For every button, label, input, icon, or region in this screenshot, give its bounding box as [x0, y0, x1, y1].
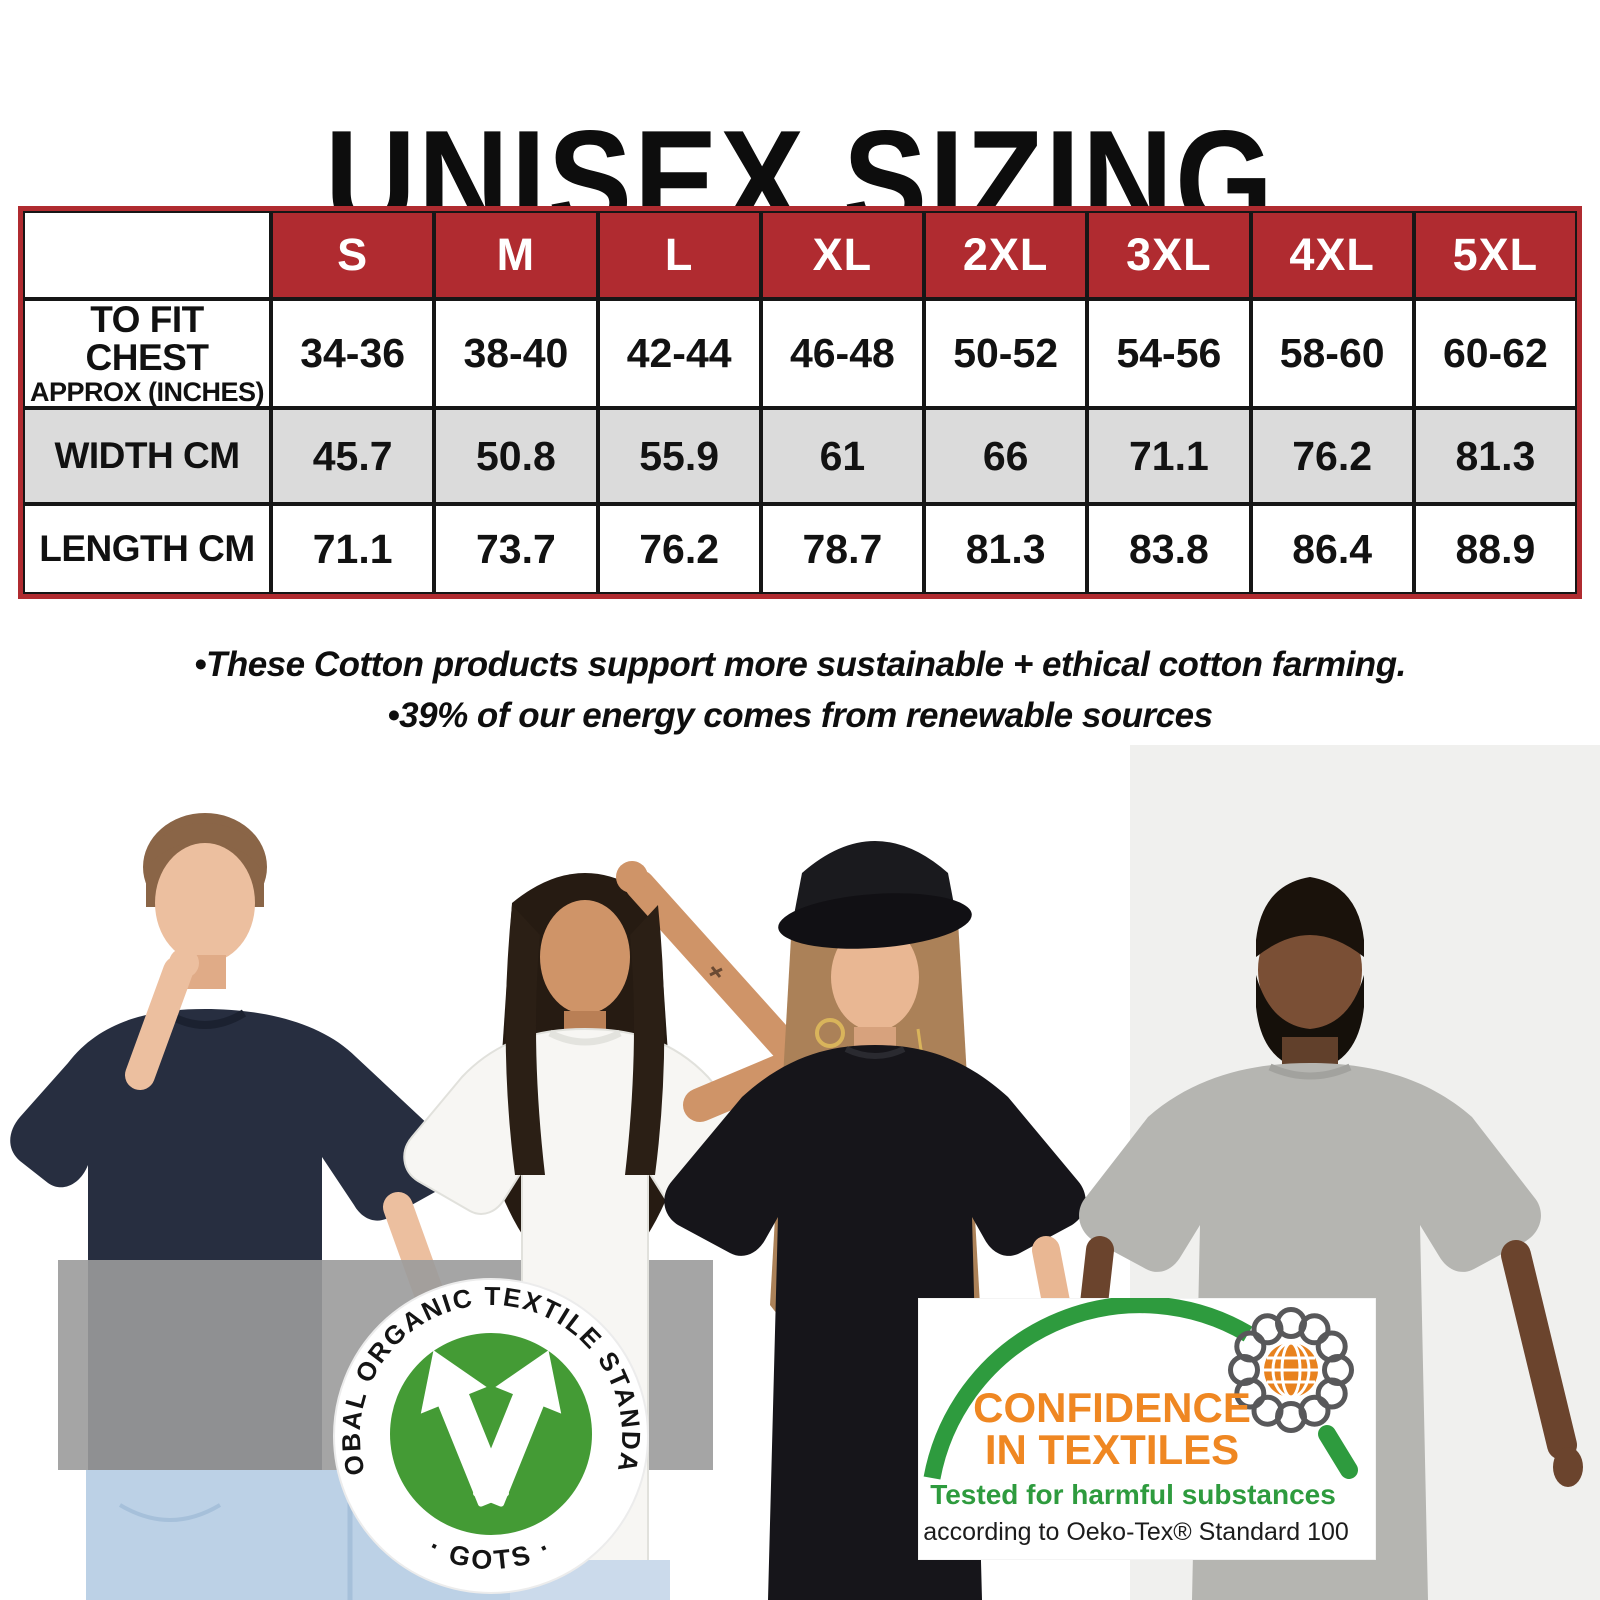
length-value: 86.4	[1250, 504, 1414, 595]
hoop-earring	[815, 1018, 845, 1048]
row-label-chest: TO FIT CHEST APPROX (INCHES)	[23, 299, 271, 409]
length-value: 83.8	[1087, 504, 1251, 595]
width-value: 71.1	[1087, 408, 1251, 505]
corner-cell	[23, 211, 271, 299]
size-header-cell: 2XL	[924, 211, 1088, 299]
size-header-cell: 4XL	[1250, 211, 1414, 299]
oeko-globe-icon	[1264, 1341, 1318, 1399]
size-header-cell: M	[434, 211, 598, 299]
eco-note-line: •These Cotton products support more sust…	[194, 645, 1406, 684]
chest-value: 50-52	[924, 299, 1088, 409]
tattoo	[709, 966, 723, 978]
size-header-cell: S	[271, 211, 435, 299]
size-header-cell: 3XL	[1087, 211, 1251, 299]
oekotex-logo: CONFIDENCE IN TEXTILES Tested for harmfu…	[917, 1296, 1377, 1561]
oeko-line1: CONFIDENCE	[973, 1384, 1251, 1431]
oeko-line4: according to Oeko-Tex® Standard 100	[923, 1518, 1349, 1546]
oeko-line2: IN TEXTILES	[985, 1426, 1239, 1473]
row-label-text: TO FIT CHEST	[85, 299, 209, 379]
eco-note-line: •39% of our energy comes from renewable …	[387, 695, 1213, 735]
size-header-cell: L	[597, 211, 761, 299]
oeko-arc	[923, 1296, 1253, 1480]
row-label-width: WIDTH CM	[23, 408, 271, 505]
length-value: 71.1	[271, 504, 435, 595]
length-value: 78.7	[760, 504, 924, 595]
eco-notes: •These Cotton products support more sust…	[0, 640, 1600, 742]
length-value: 76.2	[597, 504, 761, 595]
width-value: 50.8	[434, 408, 598, 505]
row-label-text: LENGTH CM	[39, 527, 255, 569]
size-header-cell: XL	[760, 211, 924, 299]
length-row: LENGTH CM 71.1 73.7 76.2 78.7 81.3 83.8 …	[23, 504, 1577, 595]
gots-shirt-icon	[420, 1350, 562, 1507]
width-row: WIDTH CM 45.7 50.8 55.9 61 66 71.1 76.2 …	[23, 408, 1577, 505]
oeko-line3: Tested for harmful substances	[930, 1479, 1336, 1510]
chest-value: 58-60	[1250, 299, 1414, 409]
width-value: 76.2	[1250, 408, 1414, 505]
row-sublabel-text: APPROX (INCHES)	[29, 376, 265, 407]
length-value: 88.9	[1413, 504, 1577, 595]
size-chart-table: S M L XL 2XL 3XL 4XL 5XL TO FIT CHEST AP…	[18, 206, 1582, 600]
chest-value: 46-48	[760, 299, 924, 409]
gots-logo: GLOBAL ORGANIC TEXTILE STANDARD · GOTS ·	[319, 1248, 652, 1600]
length-value: 73.7	[434, 504, 598, 595]
chest-row: TO FIT CHEST APPROX (INCHES) 34-36 38-40…	[23, 299, 1577, 409]
chest-value: 34-36	[271, 299, 435, 409]
chest-value: 60-62	[1413, 299, 1577, 409]
width-value: 81.3	[1413, 408, 1577, 505]
length-value: 81.3	[924, 504, 1088, 595]
oeko-loop-ornament	[1228, 1307, 1354, 1433]
width-value: 61	[760, 408, 924, 505]
width-value: 55.9	[597, 408, 761, 505]
width-value: 45.7	[271, 408, 435, 505]
chest-value: 42-44	[597, 299, 761, 409]
size-header-cell: 5XL	[1413, 211, 1577, 299]
size-header-row: S M L XL 2XL 3XL 4XL 5XL	[23, 211, 1577, 299]
chest-value: 54-56	[1087, 299, 1251, 409]
row-label-length: LENGTH CM	[23, 504, 271, 595]
chest-value: 38-40	[434, 299, 598, 409]
row-label-text: WIDTH CM	[54, 434, 240, 476]
width-value: 66	[924, 408, 1088, 505]
